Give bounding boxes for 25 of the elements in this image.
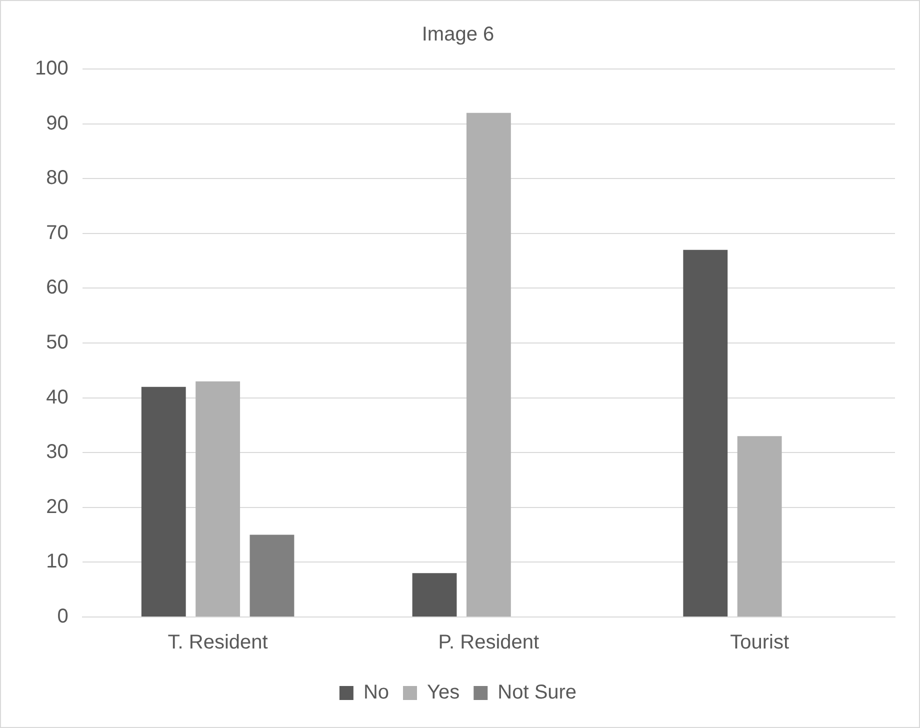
legend-label: No (363, 682, 390, 704)
y-tick-label: 50 (46, 332, 68, 354)
x-tick-label: Tourist (730, 632, 790, 654)
y-tick-label: 70 (46, 222, 68, 244)
y-tick-label: 10 (46, 550, 68, 573)
bar (141, 386, 186, 616)
y-tick-label: 100 (34, 58, 68, 80)
bar (250, 534, 294, 616)
y-tick-label: 80 (46, 167, 68, 190)
y-tick-label: 90 (46, 112, 68, 134)
bar (466, 112, 511, 616)
bar (196, 381, 240, 616)
bar (412, 573, 457, 616)
y-tick-label: 0 (57, 606, 68, 628)
chart-title: Image 6 (422, 24, 494, 46)
x-tick-label: P. Resident (438, 632, 540, 654)
bar (683, 250, 728, 616)
y-tick-label: 40 (46, 386, 68, 408)
legend-label: Not Sure (498, 682, 577, 704)
y-tick-label: 20 (46, 496, 68, 518)
x-tick-label: T. Resident (168, 632, 268, 654)
legend-label: Yes (427, 682, 460, 704)
bar (737, 436, 782, 616)
y-tick-label: 30 (46, 441, 68, 464)
y-tick-label: 60 (46, 276, 68, 299)
